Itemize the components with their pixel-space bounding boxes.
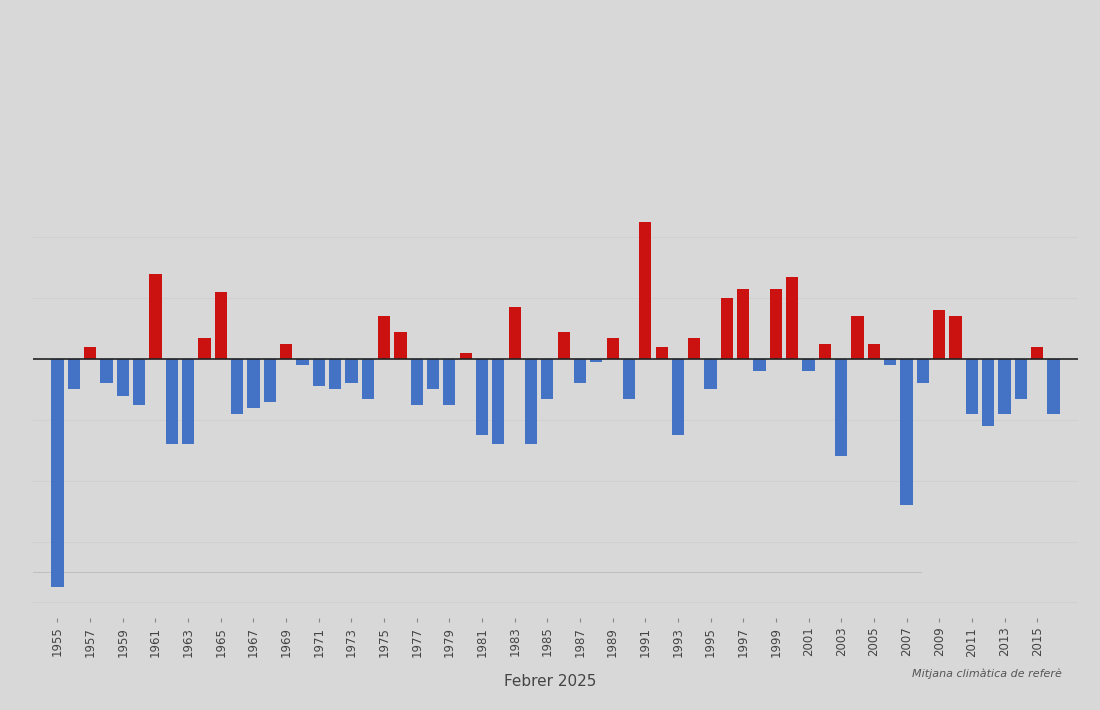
Bar xyxy=(754,359,766,371)
Text: Mitjana climàtica de referè: Mitjana climàtica de referè xyxy=(913,669,1063,679)
Bar xyxy=(1031,347,1043,359)
Bar xyxy=(704,359,717,390)
Bar xyxy=(916,359,930,383)
Bar xyxy=(868,344,880,359)
Bar xyxy=(280,344,293,359)
Bar xyxy=(100,359,112,383)
Bar xyxy=(901,359,913,505)
Bar xyxy=(166,359,178,444)
Bar xyxy=(264,359,276,402)
Bar xyxy=(52,359,64,587)
Bar xyxy=(427,359,439,390)
Bar xyxy=(689,338,701,359)
Bar xyxy=(982,359,994,426)
Bar xyxy=(410,359,422,405)
Bar xyxy=(460,353,472,359)
Bar xyxy=(117,359,129,395)
Bar xyxy=(558,332,570,359)
Bar xyxy=(720,298,733,359)
Bar xyxy=(949,317,961,359)
Text: Febrer 2025: Febrer 2025 xyxy=(504,674,596,689)
Bar xyxy=(933,310,945,359)
Bar xyxy=(803,359,815,371)
Bar xyxy=(574,359,586,383)
Bar xyxy=(329,359,341,390)
Bar xyxy=(606,338,619,359)
Bar xyxy=(296,359,308,365)
Bar xyxy=(312,359,324,386)
Bar xyxy=(786,277,799,359)
Bar xyxy=(656,347,668,359)
Bar xyxy=(639,222,651,359)
Bar xyxy=(999,359,1011,414)
Bar xyxy=(345,359,358,383)
Bar xyxy=(492,359,505,444)
Bar xyxy=(150,274,162,359)
Bar xyxy=(851,317,864,359)
Bar xyxy=(394,332,407,359)
Bar xyxy=(476,359,488,435)
Bar xyxy=(737,289,749,359)
Bar xyxy=(672,359,684,435)
Bar xyxy=(1047,359,1059,414)
Bar xyxy=(378,317,390,359)
Bar xyxy=(443,359,455,405)
Bar xyxy=(198,338,210,359)
Bar xyxy=(541,359,553,398)
Bar xyxy=(248,359,260,408)
Bar xyxy=(966,359,978,414)
Bar xyxy=(231,359,243,414)
Bar xyxy=(214,292,227,359)
Bar xyxy=(884,359,896,365)
Bar xyxy=(835,359,847,457)
Bar xyxy=(1014,359,1027,398)
Bar xyxy=(525,359,537,444)
Bar xyxy=(182,359,195,444)
Bar xyxy=(68,359,80,390)
Bar xyxy=(591,359,603,362)
Bar xyxy=(770,289,782,359)
Bar xyxy=(84,347,97,359)
Bar xyxy=(133,359,145,405)
Bar xyxy=(623,359,635,398)
Bar xyxy=(508,307,520,359)
Bar xyxy=(362,359,374,398)
Bar xyxy=(818,344,830,359)
